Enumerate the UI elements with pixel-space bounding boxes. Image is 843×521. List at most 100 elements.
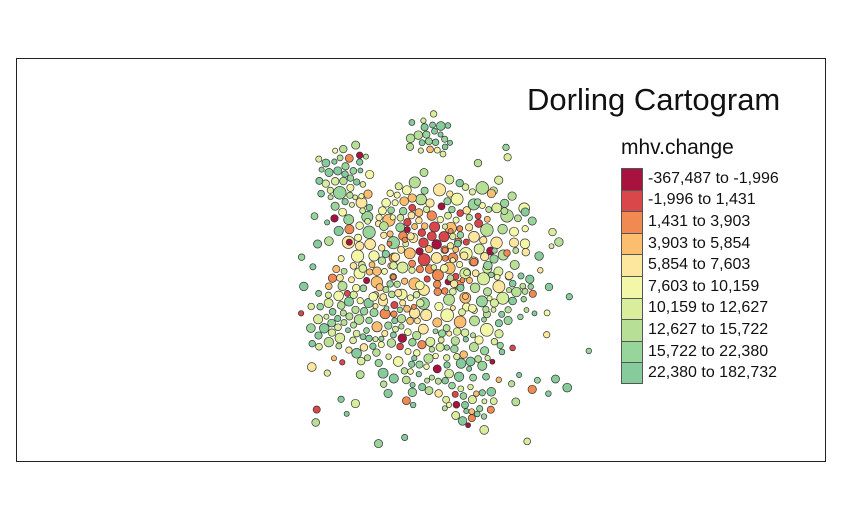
tract-circle xyxy=(417,228,426,237)
tract-circle xyxy=(374,358,383,368)
tract-circle xyxy=(368,261,376,269)
tract-circle xyxy=(313,314,324,325)
legend-swatch xyxy=(621,340,643,363)
tract-circle xyxy=(334,332,346,344)
tract-circle xyxy=(355,221,364,230)
tract-circle xyxy=(333,186,347,200)
tract-circle xyxy=(404,348,412,356)
tract-circle xyxy=(401,185,412,196)
tract-circle xyxy=(403,218,412,227)
tract-circle xyxy=(527,216,537,226)
tract-circle xyxy=(426,145,434,154)
tract-circle xyxy=(512,247,520,254)
tract-circle xyxy=(507,191,517,201)
tract-circle xyxy=(396,261,409,274)
legend-item: 22,380 to 182,732 xyxy=(621,362,779,384)
tract-circle xyxy=(415,193,427,206)
tract-circle xyxy=(399,196,409,206)
tract-circle xyxy=(410,303,417,310)
tract-circle xyxy=(369,342,377,350)
tract-circle xyxy=(468,342,479,353)
tract-circle xyxy=(408,176,421,189)
legend-label: 1,431 to 3,903 xyxy=(648,212,751,230)
tract-circle xyxy=(415,360,424,369)
tract-circle xyxy=(417,323,429,335)
tract-circle xyxy=(350,398,360,409)
tract-circle xyxy=(310,212,319,221)
legend-item: 3,903 to 5,854 xyxy=(621,232,779,255)
tract-circle xyxy=(486,188,496,199)
tract-circle xyxy=(345,238,353,246)
tract-circle xyxy=(415,265,424,274)
tract-circle xyxy=(396,314,407,324)
tract-circle xyxy=(380,231,388,239)
tract-circle xyxy=(473,410,481,418)
tract-circle xyxy=(408,338,417,347)
tract-circle xyxy=(339,359,346,366)
tract-circle xyxy=(418,139,426,147)
tract-circle xyxy=(500,207,509,215)
tract-circle xyxy=(371,321,383,333)
tract-circle xyxy=(450,344,459,354)
tract-circle xyxy=(480,413,488,420)
tract-circle xyxy=(503,153,512,162)
tract-circle xyxy=(433,280,442,289)
tract-circle xyxy=(450,279,459,288)
tract-circle xyxy=(337,395,345,403)
tract-circle xyxy=(386,230,394,238)
tract-circle xyxy=(449,232,457,241)
tract-circle xyxy=(358,264,368,273)
tract-circle xyxy=(469,282,481,293)
tract-circle xyxy=(420,123,429,132)
tract-circle xyxy=(359,207,366,214)
tract-circle xyxy=(428,374,435,381)
tract-circle xyxy=(409,401,417,409)
tract-circle xyxy=(377,367,389,379)
tract-circle xyxy=(489,358,496,365)
tract-circle xyxy=(434,389,443,398)
tract-circle xyxy=(396,306,404,313)
tract-circle xyxy=(469,315,480,327)
legend-label: 15,722 to 22,380 xyxy=(648,342,769,360)
map-title: Dorling Cartogram xyxy=(527,82,781,117)
tract-circle xyxy=(520,296,527,303)
tract-circle xyxy=(394,289,403,298)
tract-circle xyxy=(315,342,323,351)
tract-circle xyxy=(509,226,519,237)
tract-circle xyxy=(426,210,437,221)
tract-circle xyxy=(528,289,537,298)
tract-circle xyxy=(431,239,442,250)
tract-circle xyxy=(437,336,445,344)
tract-circle xyxy=(480,252,490,262)
tract-circle xyxy=(318,166,325,173)
tract-circle xyxy=(335,342,343,350)
tract-circle xyxy=(390,310,398,318)
tract-circle xyxy=(451,411,461,420)
tract-circle xyxy=(330,214,339,223)
tract-circle xyxy=(444,122,452,129)
tract-circle xyxy=(392,325,399,333)
tract-circle xyxy=(358,193,365,200)
tract-circle xyxy=(468,231,480,243)
tract-circle xyxy=(462,336,469,343)
tract-circle xyxy=(544,282,554,292)
tract-circle xyxy=(441,287,449,295)
tract-circle xyxy=(419,168,429,177)
tract-circle xyxy=(356,356,366,366)
tract-circle xyxy=(365,203,374,212)
tract-circle xyxy=(461,401,469,409)
legend: -367,487 to -1,996 -1,996 to 1,431 1,431 t… xyxy=(621,168,779,384)
tract-circle xyxy=(396,214,405,222)
tract-circle xyxy=(359,343,369,352)
tract-circle xyxy=(565,293,573,301)
tract-circle xyxy=(428,346,436,353)
tract-circle xyxy=(414,208,424,217)
tract-circle xyxy=(340,267,348,275)
legend-label: -1,996 to 1,431 xyxy=(648,191,756,209)
tract-circle xyxy=(448,381,456,390)
tract-circle xyxy=(375,213,383,222)
tract-circle xyxy=(386,280,394,288)
tract-circle xyxy=(466,365,473,372)
tract-circle xyxy=(500,198,510,208)
tract-circle xyxy=(359,307,369,316)
